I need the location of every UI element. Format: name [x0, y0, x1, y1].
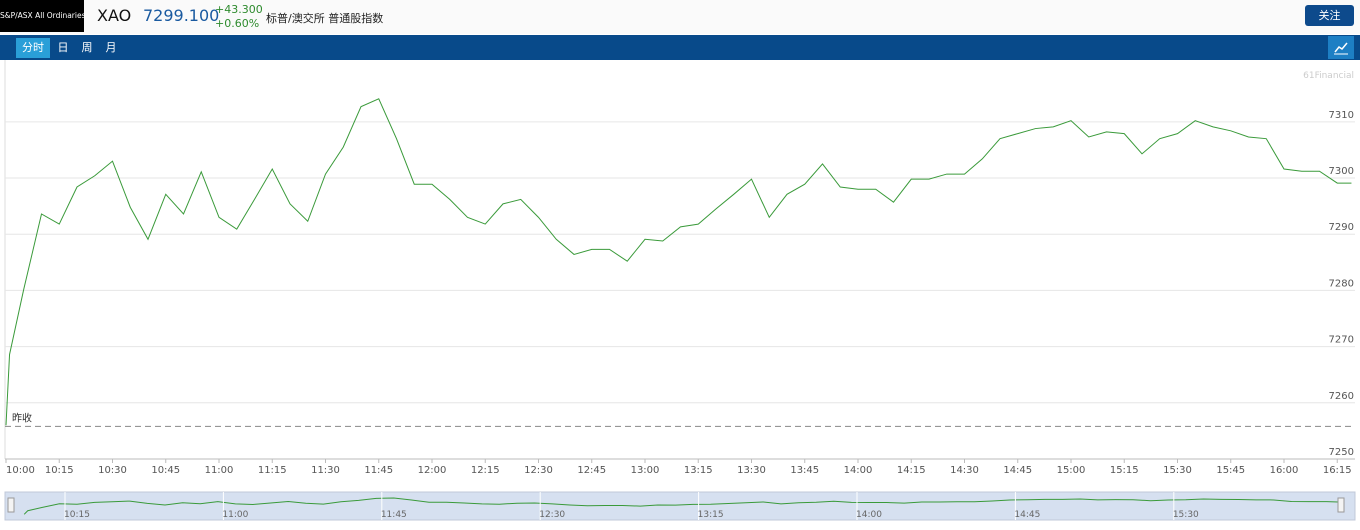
y-tick-label: 7300: [1329, 166, 1354, 177]
x-tick-label: 10:45: [151, 465, 180, 476]
x-tick-label: 11:30: [311, 465, 340, 476]
x-tick-label: 13:15: [684, 465, 713, 476]
x-tick-label: 12:15: [471, 465, 500, 476]
tab-bar: 分时 日 周 月: [0, 35, 1360, 60]
x-tick-label: 14:30: [950, 465, 979, 476]
watermark: 61Financial: [1303, 71, 1354, 81]
y-tick-label: 7250: [1329, 447, 1354, 458]
y-tick-label: 7270: [1329, 335, 1354, 346]
x-tick-label: 13:00: [631, 465, 660, 476]
x-tick-label: 14:45: [1003, 465, 1032, 476]
x-tick-label: 10:00: [6, 465, 35, 476]
x-tick-label: 15:45: [1216, 465, 1245, 476]
index-name: S&P/ASX All Ordinaries: [0, 0, 86, 32]
x-tick-label: 16:00: [1270, 465, 1299, 476]
navigator-label: 12:30: [539, 510, 565, 520]
change-pct: +0.60%: [215, 17, 260, 30]
x-tick-label: 11:15: [258, 465, 287, 476]
y-tick-label: 7280: [1329, 278, 1354, 289]
navigator: [4, 491, 1356, 521]
symbol: XAO: [97, 6, 132, 25]
x-tick-label: 15:00: [1057, 465, 1086, 476]
x-tick-label: 11:45: [364, 465, 393, 476]
description: 标普/澳交所 普通股指数: [266, 12, 384, 25]
x-tick-label: 13:30: [737, 465, 766, 476]
price: 7299.100: [143, 6, 220, 25]
follow-button[interactable]: 关注: [1305, 5, 1354, 26]
x-tick-label: 11:00: [205, 465, 234, 476]
navigator-handle: [7, 497, 15, 513]
y-tick-label: 7260: [1329, 391, 1354, 402]
x-tick-label: 16:15: [1323, 465, 1352, 476]
navigator-label: 14:45: [1014, 510, 1040, 520]
navigator-label: 13:15: [698, 510, 724, 520]
chart-icon[interactable]: [1328, 36, 1354, 59]
navigator-line: [23, 497, 1343, 515]
x-tick-label: 12:30: [524, 465, 553, 476]
navigator-label: 11:45: [381, 510, 407, 520]
navigator-label: 15:30: [1173, 510, 1199, 520]
change: +43.300: [215, 3, 263, 16]
x-tick-label: 14:00: [844, 465, 873, 476]
tab[interactable]: 月: [105, 41, 117, 54]
x-tick-label: 15:30: [1163, 465, 1192, 476]
x-tick-label: 12:00: [418, 465, 447, 476]
tab[interactable]: 周: [81, 41, 93, 54]
navigator-label: 14:00: [856, 510, 882, 520]
prev-close-label: 昨收: [12, 411, 32, 424]
header: S&P/ASX All Ordinaries XAO 7299.100 +43.…: [0, 0, 1360, 34]
navigator-label: 11:00: [222, 510, 248, 520]
x-tick-label: 14:15: [897, 465, 926, 476]
tab[interactable]: 日: [57, 41, 69, 54]
x-tick-label: 10:15: [45, 465, 74, 476]
navigator-handle: [1337, 497, 1345, 513]
y-tick-label: 7290: [1329, 222, 1354, 233]
chart: 61Financial 7250 7260 7270 7280 7290 7300 7310…: [4, 60, 1356, 521]
navigator-label: 10:15: [64, 510, 90, 520]
tab[interactable]: 分时: [16, 38, 50, 58]
y-tick-label: 7310: [1329, 110, 1354, 121]
price-line: [5, 98, 1352, 426]
x-tick-label: 12:45: [577, 465, 606, 476]
x-tick-label: 10:30: [98, 465, 127, 476]
x-tick-label: 15:15: [1110, 465, 1139, 476]
icon: [1334, 42, 1348, 55]
x-tick-label: 13:45: [790, 465, 819, 476]
